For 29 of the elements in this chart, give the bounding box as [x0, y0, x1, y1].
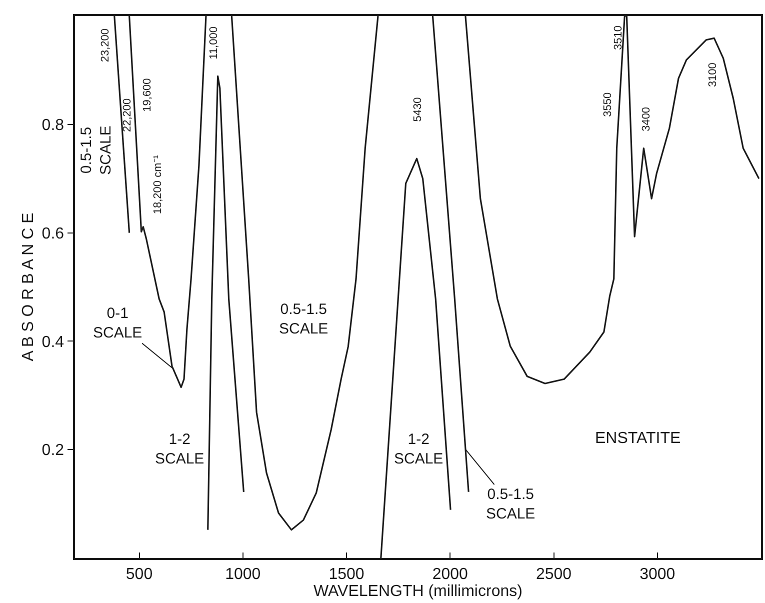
x-tick-label: 500: [126, 566, 153, 583]
x-axis-title: WAVELENGTH (millimicrons): [314, 582, 522, 600]
y-axis-title: A B S O R B A N C E: [20, 212, 38, 362]
annotation: 3400: [640, 106, 652, 132]
annotation: 0-1 SCALE: [93, 305, 142, 342]
annotation: 1-2 SCALE: [155, 431, 204, 468]
y-tick-label: 0.2: [42, 442, 64, 460]
annotation: 0.5-1.5 SCALE: [486, 486, 536, 522]
annotation: 5430: [412, 97, 424, 122]
annotation: 3100: [706, 62, 719, 88]
x-tick-label: 1000: [225, 566, 261, 583]
y-tick-label: 0.8: [42, 117, 64, 134]
y-tick-label: 0.4: [42, 334, 64, 351]
annotation: 19,600: [142, 78, 154, 112]
annotation: 0.5-1.5 SCALE: [279, 301, 328, 338]
x-tick-label: 2500: [536, 566, 572, 583]
annotation: 3550: [602, 92, 614, 117]
x-tick-label: 2000: [432, 566, 468, 583]
annotation: 3510: [612, 26, 625, 50]
x-tick-label: 3000: [640, 566, 676, 583]
annotation: 18,200 cm⁻¹: [152, 154, 164, 214]
annotation: 11,000: [208, 26, 220, 60]
y-tick-label: 0.6: [42, 225, 64, 242]
annotation: 0.5-1.5 SCALE: [78, 126, 115, 175]
annotation: 23,200: [100, 28, 112, 62]
annotation: 1-2 SCALE: [394, 431, 444, 468]
annotation: ENSTATITE: [595, 430, 681, 447]
annotation: 22,200: [122, 98, 134, 132]
x-tick-label: 1500: [328, 566, 364, 583]
